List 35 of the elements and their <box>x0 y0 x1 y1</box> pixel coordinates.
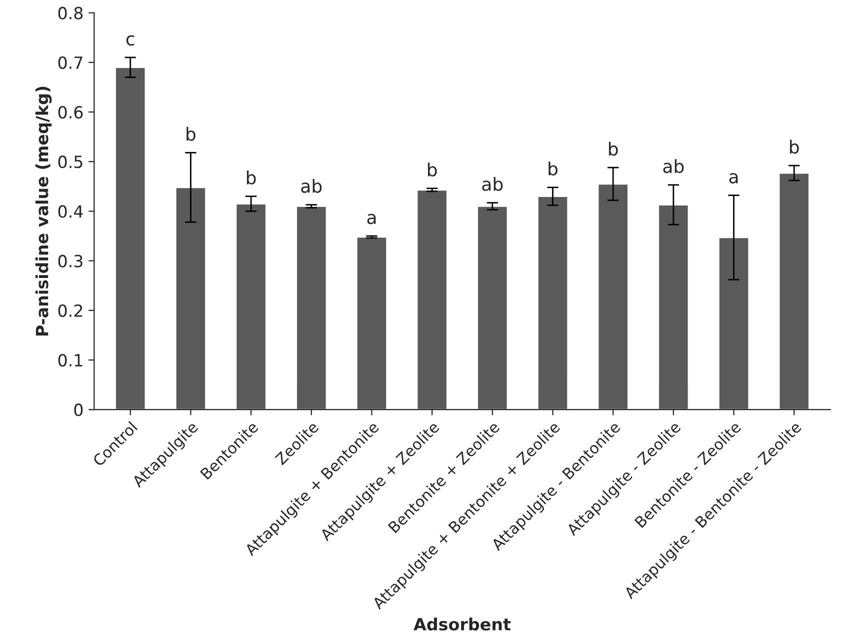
bar <box>174 186 206 410</box>
annotation: ab <box>301 178 322 193</box>
y-tick-label: 0.2 <box>58 304 82 317</box>
bar <box>476 206 508 410</box>
y-tick-label: 0.3 <box>58 254 82 268</box>
bar <box>778 172 810 410</box>
annotation: b <box>186 126 196 141</box>
annotation: b <box>790 140 799 154</box>
annotation: b <box>609 142 618 156</box>
y-tick-label: 0.4 <box>58 205 83 218</box>
bar <box>416 189 448 410</box>
x-axis-title: Adsorbent <box>414 618 511 631</box>
y-axis-title: P-anisidine value (meq/kg) <box>35 86 52 336</box>
annotation: c <box>126 35 134 46</box>
y-tick-label: 0 <box>74 404 83 416</box>
bar <box>597 183 629 410</box>
annotation: b <box>548 162 558 176</box>
annotation: a <box>729 173 738 184</box>
bar <box>356 236 388 410</box>
y-tick-label: 0.6 <box>58 106 83 119</box>
y-tick-label: 0.1 <box>58 354 82 367</box>
bar <box>235 203 267 410</box>
annotation: b <box>246 170 256 184</box>
bar <box>658 204 690 410</box>
annotation: a <box>367 214 376 224</box>
bar <box>296 206 328 410</box>
annotation: b <box>428 162 437 177</box>
y-tick-label: 0.5 <box>58 156 82 168</box>
y-tick-label: 0.7 <box>58 56 82 69</box>
bar <box>114 66 146 410</box>
annotation: ab <box>663 159 684 174</box>
bar <box>718 236 750 410</box>
y-tick-label: 0.8 <box>58 6 83 20</box>
bar <box>536 196 569 410</box>
annotation: ab <box>482 176 503 191</box>
